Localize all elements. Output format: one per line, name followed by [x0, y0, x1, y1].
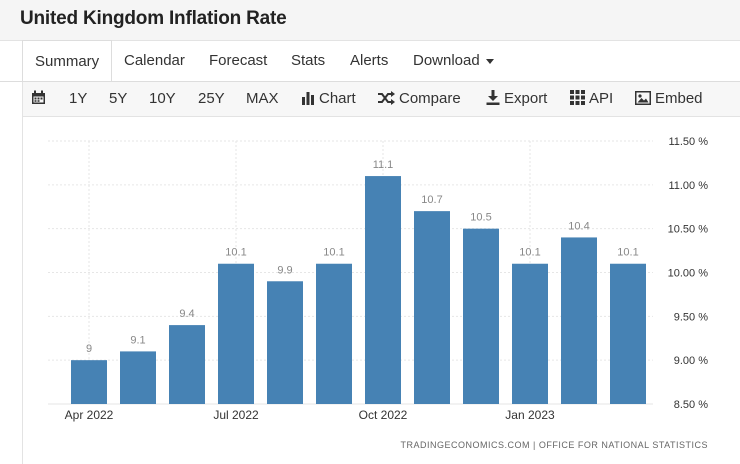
image-icon: [635, 91, 651, 105]
chart-container: 9 9.1 9.4 10.1 9.9 10.1 11.1 10.7 10.5 10.1 10.4 10…: [22, 117, 740, 464]
bar-apr-2022: [71, 360, 107, 404]
y-tick-label: 9.50 %: [674, 311, 708, 323]
value-label: 10.1: [519, 247, 540, 259]
tab-summary[interactable]: Summary: [22, 40, 113, 82]
tab-summary-label: Summary: [35, 53, 100, 70]
value-label: 9.9: [277, 264, 292, 276]
value-label: 10.5: [470, 212, 491, 224]
x-tick-label: Jul 2022: [213, 408, 259, 422]
tab-calendar-label: Calendar: [124, 52, 185, 69]
shuffle-icon: [378, 91, 395, 105]
bar-sep-2022: [316, 263, 352, 404]
tab-bar: Summary Calendar Forecast Stats Alerts D…: [0, 40, 740, 82]
bar-may-2022: [120, 351, 156, 404]
bar-aug-2022: [267, 281, 303, 404]
tab-stats[interactable]: Stats: [291, 40, 325, 82]
bar-jan-2023: [512, 263, 548, 404]
value-label: 10.7: [421, 194, 442, 206]
chart-button[interactable]: Chart: [301, 82, 356, 116]
bar-jun-2022: [169, 325, 205, 404]
y-tick-label: 8.50 %: [674, 399, 708, 411]
value-label: 9: [86, 343, 92, 355]
tab-stats-label: Stats: [291, 52, 326, 69]
tab-alerts[interactable]: Alerts: [350, 40, 388, 82]
compare-button[interactable]: Compare: [377, 82, 461, 116]
bar-dec-2022: [463, 228, 499, 404]
api-button[interactable]: API: [570, 82, 613, 116]
bar-nov-2022: [414, 211, 450, 404]
embed-button-label: Embed: [655, 90, 703, 107]
bar-feb-2023: [561, 237, 597, 404]
calendar-icon[interactable]: [31, 82, 50, 116]
chart-toolbar: 1Y 5Y 10Y 25Y MAX Chart Compare Export A…: [22, 82, 740, 117]
value-label: 10.1: [323, 247, 344, 259]
bar-jul-2022: [218, 263, 254, 404]
compare-button-label: Compare: [399, 90, 461, 107]
tab-calendar[interactable]: Calendar: [124, 40, 185, 82]
title-bar: United Kingdom Inflation Rate: [0, 0, 740, 41]
api-button-label: API: [589, 90, 614, 107]
y-tick-label: 11.00 %: [668, 180, 708, 192]
chart-source: TRADINGECONOMICS.COM | OFFICE FOR NATION…: [400, 440, 708, 450]
tab-download-label: Download: [413, 52, 480, 69]
value-label: 10.1: [617, 247, 638, 259]
bar-chart-icon: [302, 92, 314, 105]
range-25y-button[interactable]: 25Y: [198, 90, 225, 107]
y-tick-label: 10.50 %: [668, 224, 709, 236]
grid-icon: [570, 90, 585, 105]
value-label: 11.1: [373, 159, 394, 171]
value-label: 9.4: [179, 308, 194, 320]
range-5y-button[interactable]: 5Y: [109, 90, 128, 107]
range-1y-button[interactable]: 1Y: [69, 90, 88, 107]
tabs-divider: [0, 81, 740, 82]
tab-download[interactable]: Download: [413, 40, 494, 82]
x-tick-label: Oct 2022: [359, 408, 408, 422]
tab-forecast-label: Forecast: [209, 52, 268, 69]
y-tick-label: 11.50 %: [668, 136, 708, 148]
range-10y-button[interactable]: 10Y: [149, 90, 176, 107]
x-tick-label: Apr 2022: [65, 408, 114, 422]
page-title: United Kingdom Inflation Rate: [20, 8, 287, 29]
export-button[interactable]: Export: [486, 82, 547, 116]
x-tick-label: Jan 2023: [505, 408, 555, 422]
bar-mar-2023: [610, 263, 646, 404]
tab-forecast[interactable]: Forecast: [209, 40, 267, 82]
embed-button[interactable]: Embed: [635, 82, 703, 116]
tab-alerts-label: Alerts: [350, 52, 389, 69]
value-label: 10.1: [225, 247, 246, 259]
y-tick-label: 10.00 %: [668, 268, 709, 280]
y-tick-label: 9.00 %: [674, 355, 708, 367]
bar-chart: 9 9.1 9.4 10.1 9.9 10.1 11.1 10.7 10.5 10.1 10.4 10…: [48, 136, 709, 450]
export-button-label: Export: [504, 90, 548, 107]
download-icon: [486, 90, 500, 105]
caret-down-icon: [485, 58, 494, 64]
range-max-button[interactable]: MAX: [246, 90, 279, 107]
value-label: 9.1: [130, 334, 145, 346]
chart-button-label: Chart: [319, 90, 356, 107]
bar-oct-2022: [365, 176, 401, 404]
value-label: 10.4: [568, 220, 589, 232]
